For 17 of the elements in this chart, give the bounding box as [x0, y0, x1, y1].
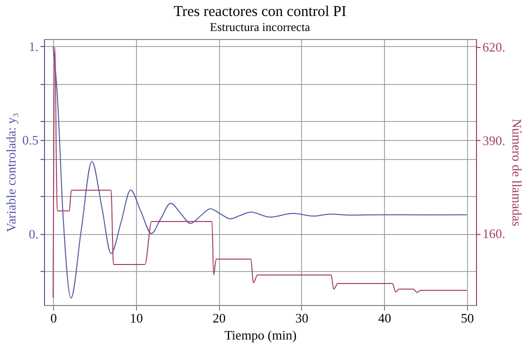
chart-title: Tres reactores con control PI	[174, 4, 346, 20]
y2-tick-label: 160.	[482, 226, 506, 242]
y2-tick-label: 390.	[482, 132, 506, 148]
x-tick-label: 30	[295, 310, 308, 326]
chart-subtitle: Estructura incorrecta	[210, 20, 311, 34]
x-tick-label: 10	[130, 310, 143, 326]
x-tick-label: 20	[212, 310, 226, 326]
x-tick-label: 0	[50, 310, 57, 326]
x-axis-title: Tiempo (min)	[224, 328, 297, 342]
y-axis-title: Variable controlada: y₃	[3, 112, 18, 232]
y2-axis-title: Número de llamadas	[509, 118, 524, 226]
y-tick-label: 0.5	[22, 132, 38, 148]
y2-tick-label: 620.	[482, 40, 506, 55]
y-tick-label: 0.	[28, 226, 38, 242]
y-tick-label: 1.	[28, 38, 38, 54]
x-tick-label: 50	[460, 310, 474, 326]
x-tick-label: 40	[378, 310, 392, 326]
